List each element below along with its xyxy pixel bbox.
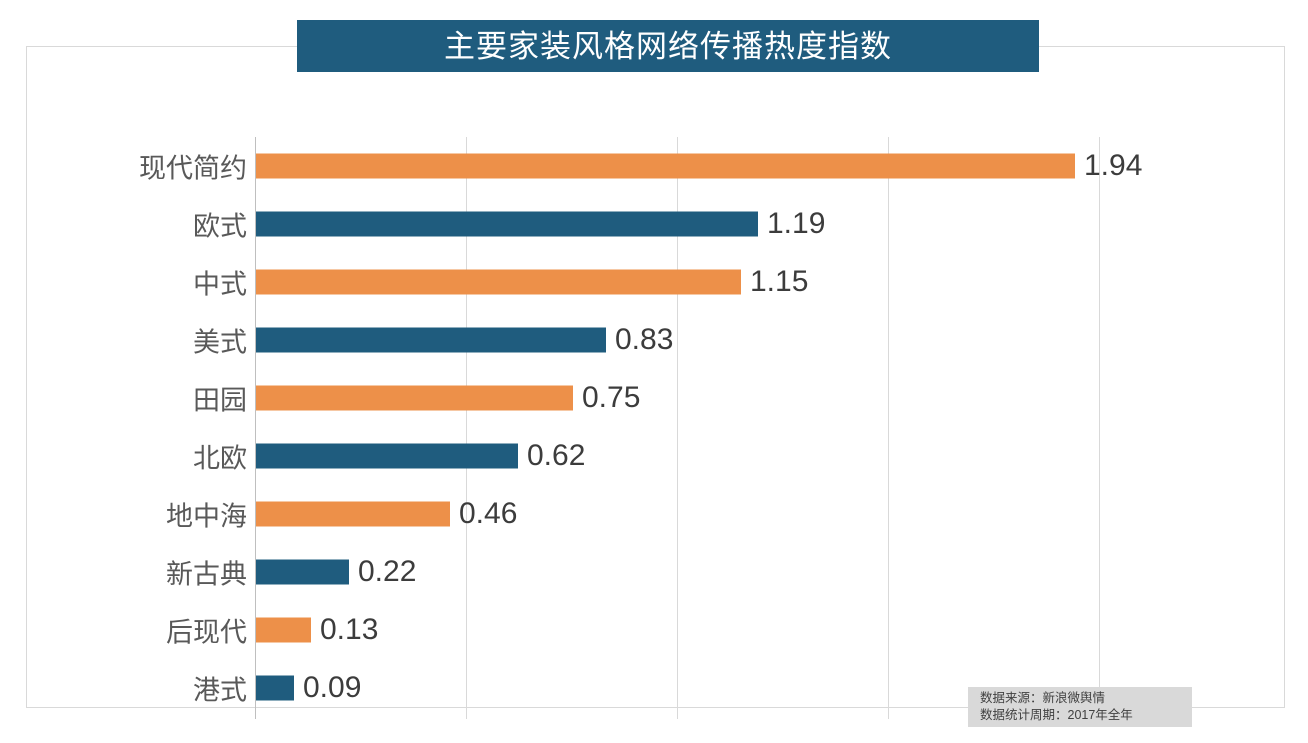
gridline-1-0 xyxy=(677,137,678,719)
bar[interactable] xyxy=(256,269,741,295)
value-label: 0.22 xyxy=(358,555,417,588)
bar-row: 美式 0.83 xyxy=(193,311,1299,369)
gridline-0-5 xyxy=(466,137,467,719)
value-label: 1.19 xyxy=(767,207,826,240)
value-label: 0.62 xyxy=(527,439,586,472)
bar[interactable] xyxy=(256,675,294,701)
plot-area: 现代简约 1.94 欧式 1.19 中式 1.15 美式 0.83 田园 0.7… xyxy=(139,137,1299,719)
category-label: 欧式 xyxy=(193,211,247,242)
value-label: 1.15 xyxy=(750,265,809,298)
source-line-1: 数据来源：新浪微舆情 xyxy=(980,691,1106,705)
bar[interactable] xyxy=(256,443,518,469)
bar-row: 地中海 0.46 xyxy=(166,485,1299,543)
bar[interactable] xyxy=(256,153,1075,179)
chart-title-banner: 主要家装风格网络传播热度指数 xyxy=(297,20,1039,72)
value-label: 0.46 xyxy=(459,497,518,530)
source-line-2: 数据统计周期：2017年全年 xyxy=(980,708,1133,722)
category-label: 后现代 xyxy=(166,617,247,648)
bar[interactable] xyxy=(256,559,349,585)
bar-row: 北欧 0.62 xyxy=(193,427,1299,485)
bar[interactable] xyxy=(256,501,450,527)
category-label: 北欧 xyxy=(193,443,247,474)
category-label: 新古典 xyxy=(166,559,247,590)
category-label: 田园 xyxy=(193,385,247,416)
bar-row: 中式 1.15 xyxy=(193,253,1299,311)
value-label: 1.94 xyxy=(1084,149,1143,182)
category-label: 港式 xyxy=(193,675,247,706)
bar[interactable] xyxy=(256,385,573,411)
bar[interactable] xyxy=(256,327,606,353)
bar[interactable] xyxy=(256,211,758,237)
bar-row: 港式 0.09 xyxy=(193,659,1299,717)
category-label: 地中海 xyxy=(166,501,247,532)
value-label: 0.75 xyxy=(582,381,641,414)
value-label: 0.13 xyxy=(320,613,379,646)
chart-frame: 现代简约 1.94 欧式 1.19 中式 1.15 美式 0.83 田园 0.7… xyxy=(26,46,1285,719)
gridline-2-0 xyxy=(1099,137,1100,719)
bar-row: 欧式 1.19 xyxy=(193,195,1299,253)
bar[interactable] xyxy=(256,617,311,643)
bar-row: 后现代 0.13 xyxy=(166,601,1299,659)
gridline-1-5 xyxy=(888,137,889,719)
source-note-box: 数据来源：新浪微舆情 数据统计周期：2017年全年 xyxy=(968,687,1192,727)
category-label: 美式 xyxy=(193,327,247,358)
bar-row: 新古典 0.22 xyxy=(166,543,1299,601)
category-label: 现代简约 xyxy=(139,153,247,184)
value-axis-line xyxy=(255,137,256,719)
value-label: 0.83 xyxy=(615,323,674,356)
page-title: 主要家装风格网络传播热度指数 xyxy=(444,28,892,64)
bar-row: 田园 0.75 xyxy=(193,369,1299,427)
bar-row: 现代简约 1.94 xyxy=(139,137,1299,195)
category-label: 中式 xyxy=(193,269,247,300)
value-label: 0.09 xyxy=(303,671,362,704)
